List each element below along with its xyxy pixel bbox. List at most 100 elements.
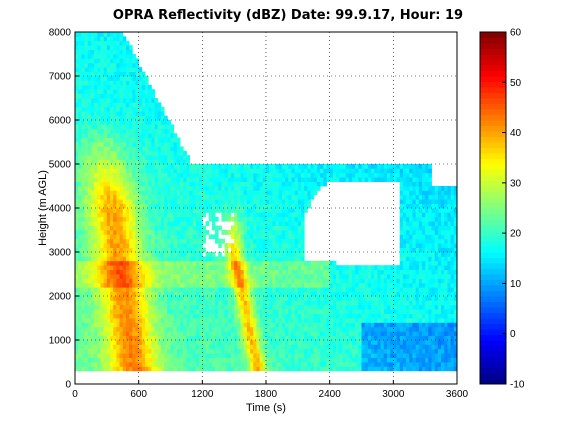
reflectivity-cell [173,344,178,350]
reflectivity-cell [106,309,111,314]
reflectivity-cell [113,190,117,196]
reflectivity-cell [192,344,197,350]
reflectivity-cell [342,278,346,284]
reflectivity-cell [240,278,245,284]
reflectivity-cell [90,260,95,266]
reflectivity-cell [221,199,226,204]
reflectivity-cell [132,177,136,182]
reflectivity-cell [119,322,124,328]
reflectivity-cell [259,278,264,284]
reflectivity-cell [250,234,254,240]
reflectivity-cell [234,234,238,240]
reflectivity-cell [272,194,276,200]
reflectivity-cell [234,300,238,306]
reflectivity-cell [291,225,296,231]
reflectivity-cell [202,186,206,191]
reflectivity-cell [125,120,130,125]
reflectivity-cell [154,309,159,314]
reflectivity-cell [119,98,124,103]
reflectivity-cell [116,36,120,42]
reflectivity-cell [122,300,127,306]
reflectivity-cell [278,274,283,279]
reflectivity-cell [269,353,273,358]
reflectivity-cell [135,225,140,231]
reflectivity-cell [81,106,85,112]
reflectivity-cell [129,282,133,288]
reflectivity-cell [278,326,283,332]
reflectivity-cell [281,194,286,200]
reflectivity-cell [170,137,175,143]
reflectivity-cell [103,331,108,336]
reflectivity-cell [189,313,194,319]
reflectivity-cell [393,265,397,270]
reflectivity-cell [310,168,315,174]
reflectivity-cell [180,366,184,372]
reflectivity-cell [164,133,168,138]
reflectivity-cell [145,278,149,284]
reflectivity-cell [186,247,190,253]
reflectivity-cell [310,260,315,266]
reflectivity-cell [125,322,130,328]
reflectivity-cell [227,318,232,323]
reflectivity-cell [106,98,111,103]
reflectivity-cell [132,115,136,121]
reflectivity-cell [253,164,257,169]
reflectivity-cell [173,172,178,178]
reflectivity-cell [345,168,350,174]
reflectivity-cell [81,32,85,37]
reflectivity-cell [110,150,114,156]
reflectivity-cell [215,322,219,328]
reflectivity-cell [288,194,292,200]
reflectivity-cell [125,49,130,55]
reflectivity-cell [218,331,222,336]
reflectivity-cell [208,326,213,332]
reflectivity-cell [272,181,276,187]
reflectivity-cell [148,172,152,178]
reflectivity-cell [132,252,136,257]
reflectivity-cell [129,190,133,196]
reflectivity-cell [100,155,105,160]
reflectivity-cell [259,172,264,178]
reflectivity-cell [186,155,190,160]
reflectivity-cell [97,362,101,367]
reflectivity-cell [97,326,101,332]
reflectivity-cell [87,344,92,350]
reflectivity-cell [195,326,200,332]
reflectivity-cell [275,322,280,328]
reflectivity-cell [237,318,241,323]
reflectivity-cell [100,221,105,226]
reflectivity-cell [262,172,267,178]
reflectivity-cell [323,265,327,270]
reflectivity-cell [106,269,111,275]
reflectivity-cell [167,216,171,222]
reflectivity-cell [94,348,98,354]
reflectivity-cell [119,150,124,156]
reflectivity-cell [281,168,286,174]
reflectivity-cell [320,322,324,328]
reflectivity-cell [339,164,343,169]
reflectivity-cell [129,199,133,204]
reflectivity-cell [151,300,155,306]
reflectivity-cell [266,230,270,235]
reflectivity-cell [243,291,248,297]
reflectivity-cell [329,366,334,372]
reflectivity-cell [189,269,194,275]
reflectivity-cell [160,291,165,297]
reflectivity-cell [186,256,190,262]
reflectivity-cell [326,313,331,319]
reflectivity-cell [78,80,82,86]
reflectivity-cell [386,282,391,288]
reflectivity-cell [148,225,152,231]
reflectivity-cell [90,172,95,178]
reflectivity-cell [81,133,85,138]
reflectivity-cell [97,84,101,90]
reflectivity-cell [393,291,397,297]
reflectivity-cell [211,199,216,204]
reflectivity-cell [97,344,101,350]
reflectivity-cell [106,318,111,323]
reflectivity-cell [94,269,98,275]
reflectivity-cell [396,357,401,363]
reflectivity-cell [259,274,264,279]
reflectivity-cell [157,322,162,328]
reflectivity-cell [135,318,140,323]
